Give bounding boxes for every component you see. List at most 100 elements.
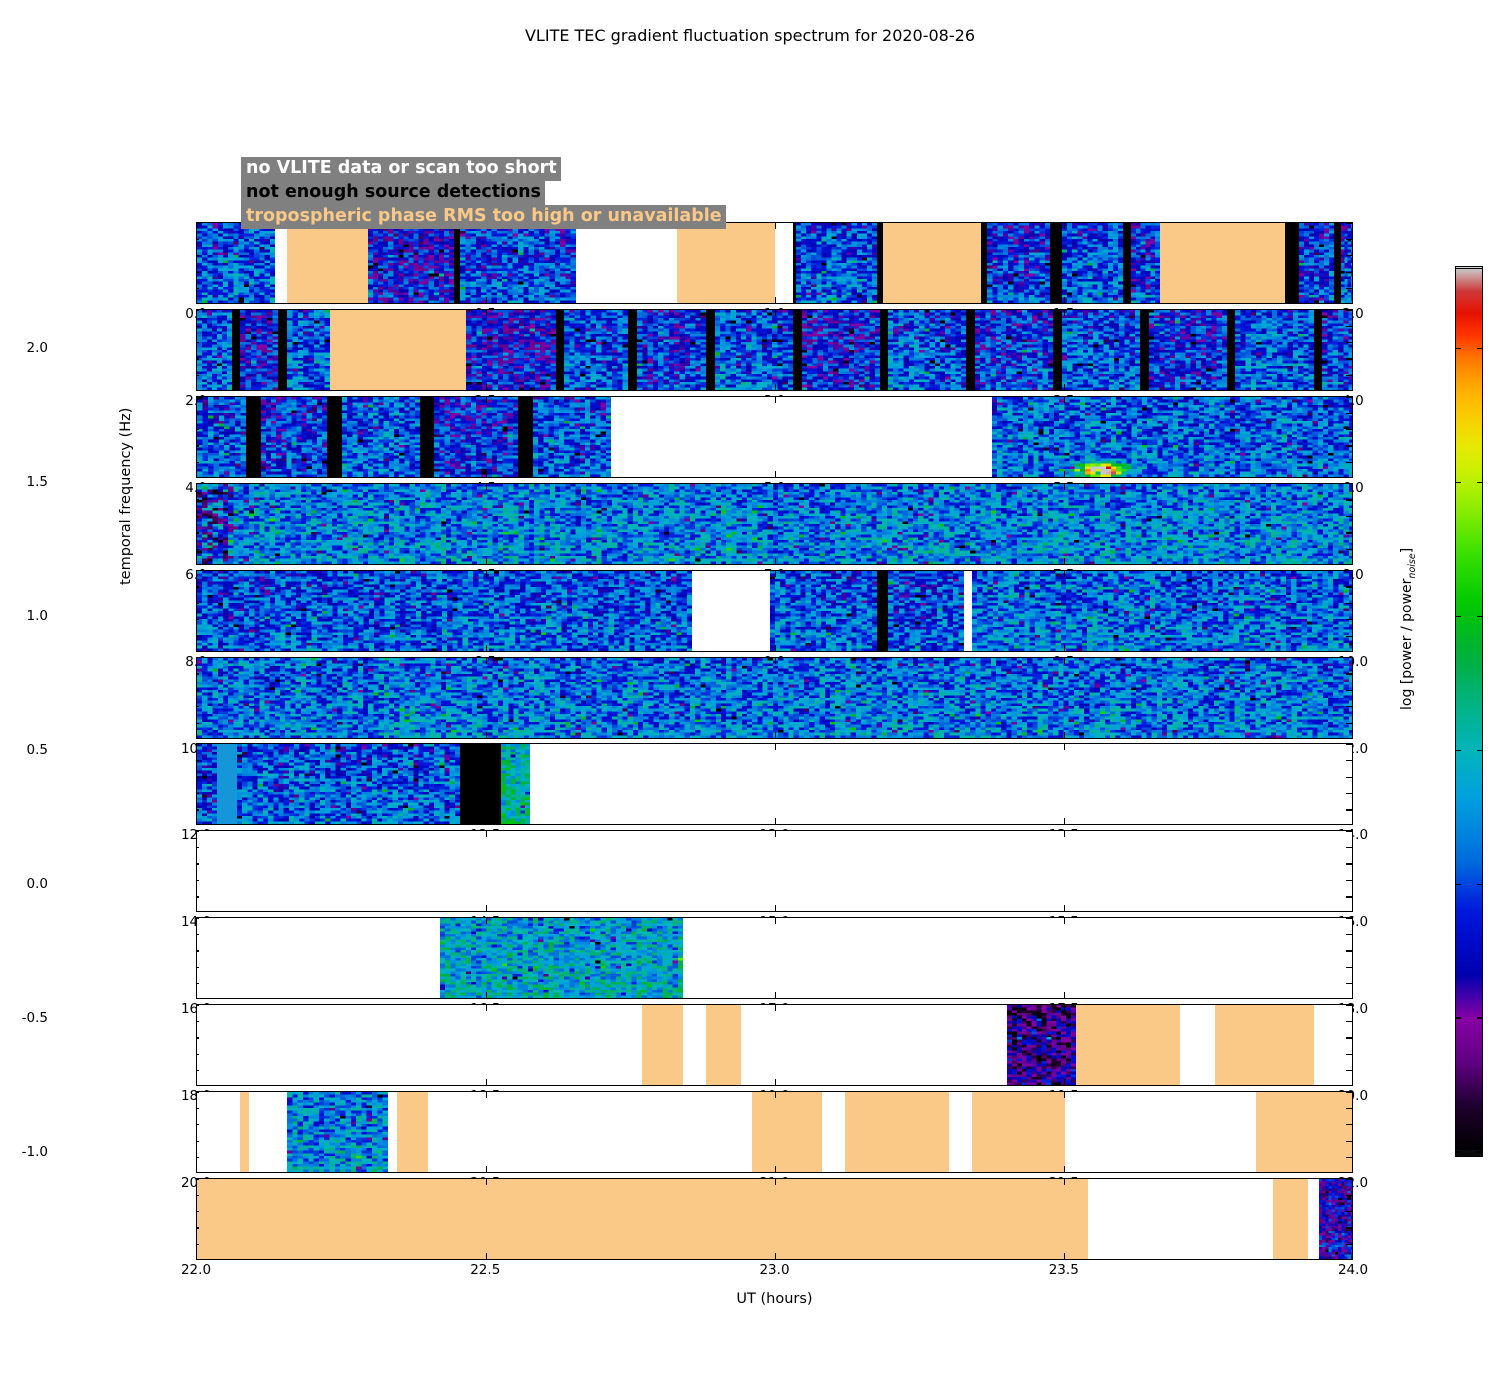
x-axis-tick [774,1079,777,1086]
segment-not-enough-detections [627,309,637,390]
segment-spectrum [1061,223,1123,303]
y-axis-tick [197,570,199,572]
segment-not-enough-detections [1313,309,1323,390]
x-axis-tick [1064,1166,1066,1172]
page-title: VLITE TEC gradient fluctuation spectrum … [524,26,975,45]
colorbar-under-extension [1455,1150,1483,1157]
segment-no-data [275,223,287,303]
segment-spectrum [439,918,683,999]
segment-spectrum [1319,1178,1352,1259]
spectrum-panel: 0.250.200.150.100.050.00 [196,656,1353,739]
y-axis-tick [1346,809,1352,811]
x-axis-tick [485,297,487,303]
x-axis-tick [774,818,777,825]
x-axis-label: UT (hours) [736,1291,813,1307]
x-axis-tick [1064,831,1066,838]
y-axis-tick [197,1157,199,1159]
y-axis-tick [1346,586,1352,588]
y-axis-tick [197,918,199,919]
x-axis-tick [485,992,487,999]
segment-troposphere-bad [972,1092,1065,1172]
x-axis-tick [1064,396,1066,403]
y-axis-tick [1346,831,1352,832]
x-axis-tick [774,1005,777,1012]
y-axis-tick [1346,325,1352,327]
colorbar-tick [1455,883,1461,885]
x-axis-tick [774,905,777,912]
y-axis-tick [1346,983,1352,985]
spectrum-panel: 0.250.200.150.100.050.00 [196,482,1353,565]
segment-not-enough-detections [980,223,987,303]
segment-not-enough-detections [454,223,461,303]
segment-spectrum [197,744,218,825]
y-axis-tick [197,499,199,501]
x-axis-tick [1064,918,1066,925]
y-axis-tick [197,863,199,865]
x-axis-tick [1064,1005,1066,1012]
segment-spectrum [197,309,232,390]
y-axis-tick [197,238,199,241]
segment-not-enough-detections [1053,309,1062,390]
colorbar-tick [1455,749,1461,751]
segment-no-data [1307,1178,1320,1259]
panel-stack: 0.250.200.150.100.050.000.00.51.01.52.00… [181,222,1368,1278]
x-axis-tick [774,644,777,651]
segment-no-data [1064,1092,1256,1172]
x-axis-tick-label: 23.5 [1048,1261,1079,1278]
y-axis-tick [1346,847,1352,849]
x-axis-tick [485,483,487,490]
segment-spectrum [1061,309,1140,390]
segment-troposphere-bad [677,223,776,303]
x-axis-tick [774,1092,777,1098]
colorbar-tick [1477,1151,1483,1153]
x-axis-tick [485,818,487,825]
y-axis-tick [1346,358,1352,360]
segment-spectrum [197,223,276,303]
y-axis-tick [1346,1194,1352,1196]
y-axis-tick [1346,1178,1352,1180]
y-axis-tick [1346,499,1352,501]
y-axis-tick [197,1107,199,1110]
x-axis-tick [774,570,777,577]
y-axis-tick [1346,706,1352,708]
y-axis-tick [197,635,199,637]
segment-spectrum [260,396,328,477]
segment-no-data [575,223,678,303]
y-axis-tick [197,1178,199,1180]
segment-spectrum [532,396,611,477]
spectrum-panel: 0.250.200.150.100.050.00 [196,1177,1353,1260]
segment-not-enough-detections [460,744,501,825]
x-axis-tick [485,831,487,838]
y-axis-tick [197,896,199,898]
segment-not-enough-detections [1226,309,1236,390]
x-axis-tick [485,383,487,390]
spectrum-panel: 0.250.200.150.100.050.00 [196,743,1353,826]
segment-troposphere-bad [240,1092,250,1172]
segment-troposphere-bad [1076,1005,1181,1086]
x-axis-tick [774,470,777,477]
segment-not-enough-detections [419,396,435,477]
x-axis-tick [1064,731,1066,738]
segment-no-data [249,1092,287,1172]
y-axis-tick [197,744,199,746]
segment-not-enough-detections [277,309,287,390]
x-axis-tick [1064,818,1066,825]
segment-no-data [529,744,1352,825]
segment-spectrum [197,396,247,477]
segment-not-enough-detections [327,396,342,477]
x-axis-tick [1064,483,1066,490]
y-axis-tick [1346,1124,1352,1126]
y-axis-tick [197,271,199,273]
x-axis-tick [485,470,487,477]
y-axis-tick [1346,722,1352,724]
y-axis-tick [197,1243,199,1246]
spectrum-panel: 0.250.200.150.100.050.00 [196,569,1353,652]
y-axis-tick [197,515,199,518]
y-axis-tick [197,532,199,534]
segment-no-data [682,1005,707,1086]
segment-troposphere-bad [1215,1005,1314,1086]
segment-no-data [610,396,993,477]
y-axis-tick [197,358,199,360]
x-axis-tick [485,644,487,651]
x-axis-tick [1064,657,1066,664]
